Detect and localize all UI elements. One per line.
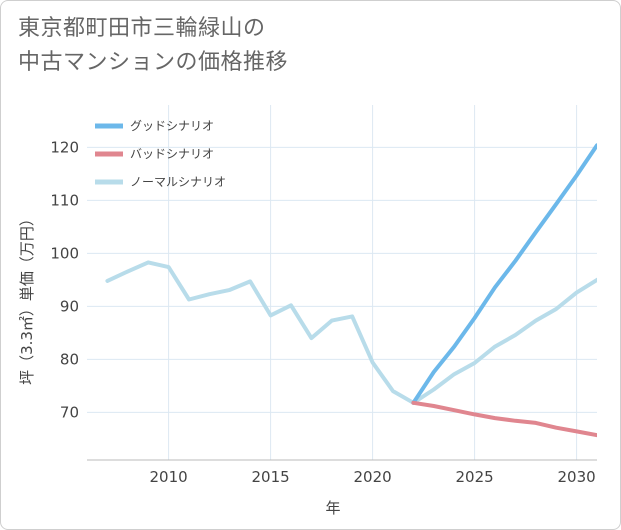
y-axis-label: 坪（3.3㎡）単価（万円） bbox=[18, 211, 36, 385]
legend-label: グッドシナリオ bbox=[130, 119, 214, 133]
y-tick-label: 120 bbox=[50, 138, 79, 156]
y-tick-label: 70 bbox=[60, 403, 79, 421]
axis-ticks: 70 80 90 100 110 120 2010 2015 2020 2025 2030 bbox=[50, 138, 595, 486]
legend-label: バッドシナリオ bbox=[130, 147, 214, 161]
series-line-1 bbox=[411, 400, 597, 438]
y-tick-label: 100 bbox=[50, 244, 79, 262]
x-tick-label: 2030 bbox=[558, 468, 596, 486]
x-tick-label: 2025 bbox=[456, 468, 494, 486]
legend-label: ノーマルシナリオ bbox=[130, 175, 226, 189]
chart-title: 東京都町田市三輪緑山の 中古マンションの価格推移 bbox=[18, 12, 418, 80]
x-tick-label: 2015 bbox=[252, 468, 290, 486]
y-tick-label: 110 bbox=[50, 191, 79, 209]
x-axis-label: 年 bbox=[325, 499, 340, 517]
series-line-2 bbox=[105, 260, 597, 405]
series-line-0 bbox=[411, 143, 597, 405]
y-tick-label: 80 bbox=[60, 350, 79, 368]
x-tick-label: 2010 bbox=[150, 468, 188, 486]
chart-title-line1: 東京都町田市三輪緑山の bbox=[18, 16, 266, 41]
grid bbox=[87, 105, 597, 460]
chart-title-line2: 中古マンションの価格推移 bbox=[18, 50, 289, 75]
series-layer bbox=[105, 143, 597, 438]
x-tick-label: 2020 bbox=[354, 468, 392, 486]
y-tick-label: 90 bbox=[60, 297, 79, 315]
